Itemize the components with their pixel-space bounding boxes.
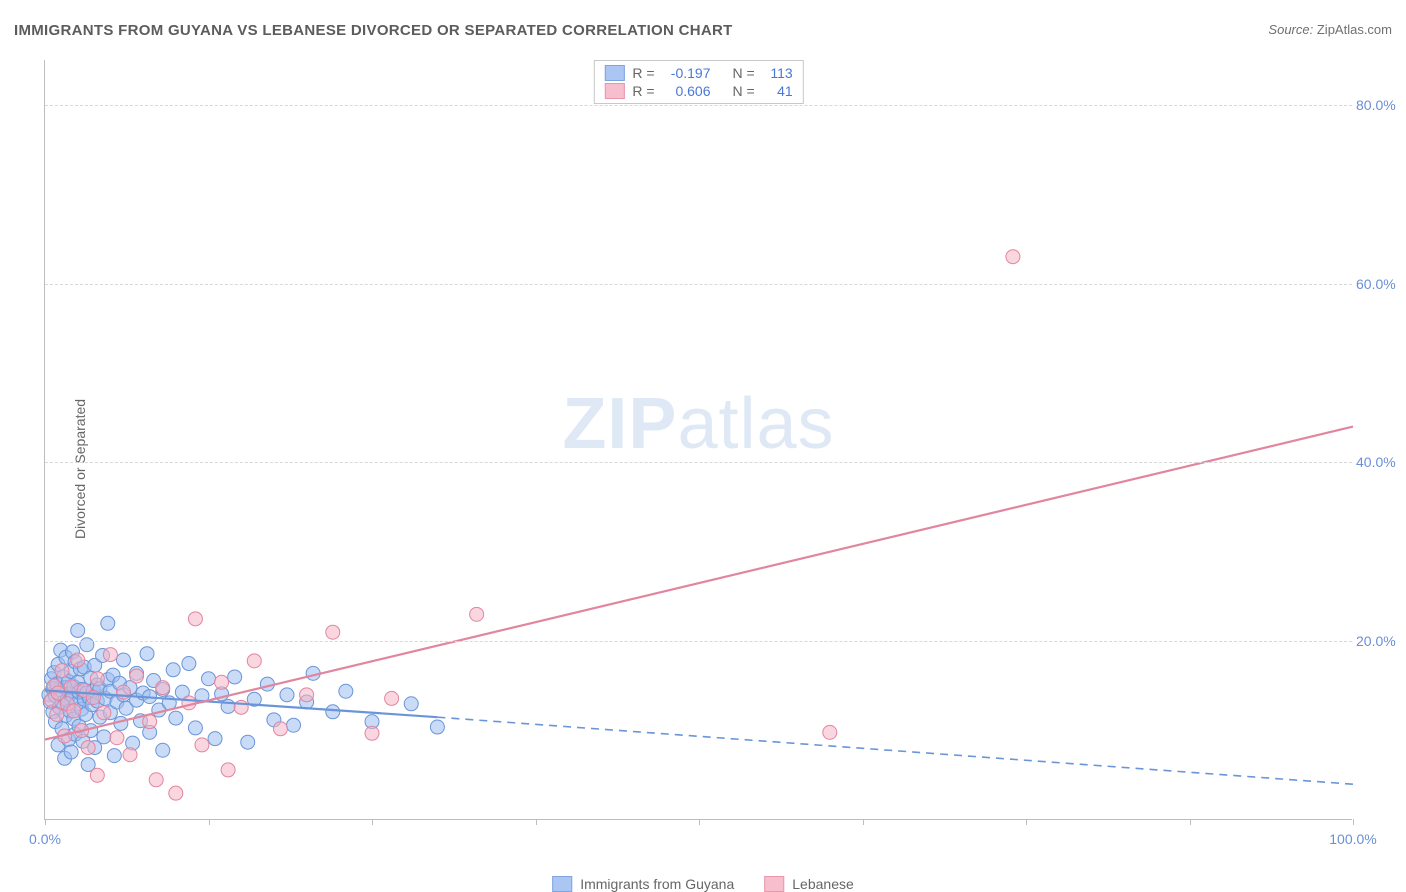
x-tick-mark [209, 819, 210, 825]
lebanese-point [300, 688, 314, 702]
lebanese-point [470, 607, 484, 621]
series-legend-label: Immigrants from Guyana [580, 876, 734, 892]
guyana-point [202, 672, 216, 686]
y-tick-label: 20.0% [1356, 633, 1406, 649]
lebanese-point [123, 748, 137, 762]
source-label: Source: [1268, 22, 1313, 37]
x-tick-mark [863, 819, 864, 825]
guyana-point [208, 732, 222, 746]
guyana-point [169, 711, 183, 725]
x-tick-mark [699, 819, 700, 825]
lebanese-point [195, 738, 209, 752]
guyana-point [140, 647, 154, 661]
lebanese-point [221, 763, 235, 777]
gridline-h [45, 462, 1352, 463]
chart-canvas: ZIPatlas R =-0.197N =113R =0.606N =41 20… [44, 60, 1352, 820]
guyana-point [182, 657, 196, 671]
lebanese-point [823, 725, 837, 739]
guyana-swatch-icon [552, 876, 572, 892]
lebanese-point [103, 648, 117, 662]
guyana-point [71, 623, 85, 637]
guyana-point [116, 653, 130, 667]
y-tick-label: 40.0% [1356, 454, 1406, 470]
y-tick-label: 60.0% [1356, 276, 1406, 292]
lebanese-point [55, 664, 69, 678]
gridline-h [45, 284, 1352, 285]
guyana-point [326, 705, 340, 719]
guyana-point [241, 735, 255, 749]
guyana-point [101, 616, 115, 630]
lebanese-point [81, 741, 95, 755]
gridline-h [45, 105, 1352, 106]
lebanese-point [1006, 250, 1020, 264]
guyana-point [287, 718, 301, 732]
lebanese-point [130, 669, 144, 683]
x-tick-mark [1190, 819, 1191, 825]
guyana-point [80, 638, 94, 652]
x-tick-mark [45, 819, 46, 825]
guyana-point [280, 688, 294, 702]
guyana-point [228, 670, 242, 684]
x-tick-mark [372, 819, 373, 825]
x-tick-label: 100.0% [1329, 831, 1376, 847]
lebanese-point [326, 625, 340, 639]
y-tick-label: 80.0% [1356, 97, 1406, 113]
chart-header: IMMIGRANTS FROM GUYANA VS LEBANESE DIVOR… [14, 22, 1392, 46]
guyana-point [107, 749, 121, 763]
source-value: ZipAtlas.com [1317, 22, 1392, 37]
lebanese-point [97, 706, 111, 720]
guyana-point [404, 697, 418, 711]
lebanese-point [156, 681, 170, 695]
x-tick-mark [536, 819, 537, 825]
plot-svg [45, 60, 1352, 819]
lebanese-point [273, 722, 287, 736]
lebanese-point [71, 653, 85, 667]
plot-area: Divorced or Separated ZIPatlas R =-0.197… [0, 46, 1406, 892]
x-tick-label: 0.0% [29, 831, 61, 847]
guyana-point [64, 745, 78, 759]
series-legend-item: Lebanese [764, 876, 854, 892]
lebanese-point [50, 707, 64, 721]
lebanese-trendline [45, 427, 1353, 740]
guyana-point [166, 663, 180, 677]
series-legend-label: Lebanese [792, 876, 854, 892]
lebanese-point [90, 672, 104, 686]
guyana-trendline-extrapolated [437, 717, 1353, 784]
gridline-h [45, 641, 1352, 642]
lebanese-point [385, 691, 399, 705]
guyana-point [339, 684, 353, 698]
guyana-point [188, 721, 202, 735]
guyana-point [156, 743, 170, 757]
lebanese-point [188, 612, 202, 626]
lebanese-point [247, 654, 261, 668]
lebanese-point [215, 675, 229, 689]
chart-source: Source: ZipAtlas.com [1268, 22, 1392, 37]
series-legend: Immigrants from Guyana Lebanese [552, 876, 854, 892]
lebanese-point [67, 704, 81, 718]
series-legend-item: Immigrants from Guyana [552, 876, 734, 892]
lebanese-point [169, 786, 183, 800]
chart-title: IMMIGRANTS FROM GUYANA VS LEBANESE DIVOR… [14, 22, 733, 39]
lebanese-point [110, 731, 124, 745]
lebanese-point [149, 773, 163, 787]
guyana-point [97, 730, 111, 744]
x-tick-mark [1353, 819, 1354, 825]
lebanese-swatch-icon [764, 876, 784, 892]
lebanese-point [90, 768, 104, 782]
x-tick-mark [1026, 819, 1027, 825]
lebanese-point [365, 726, 379, 740]
guyana-point [430, 720, 444, 734]
